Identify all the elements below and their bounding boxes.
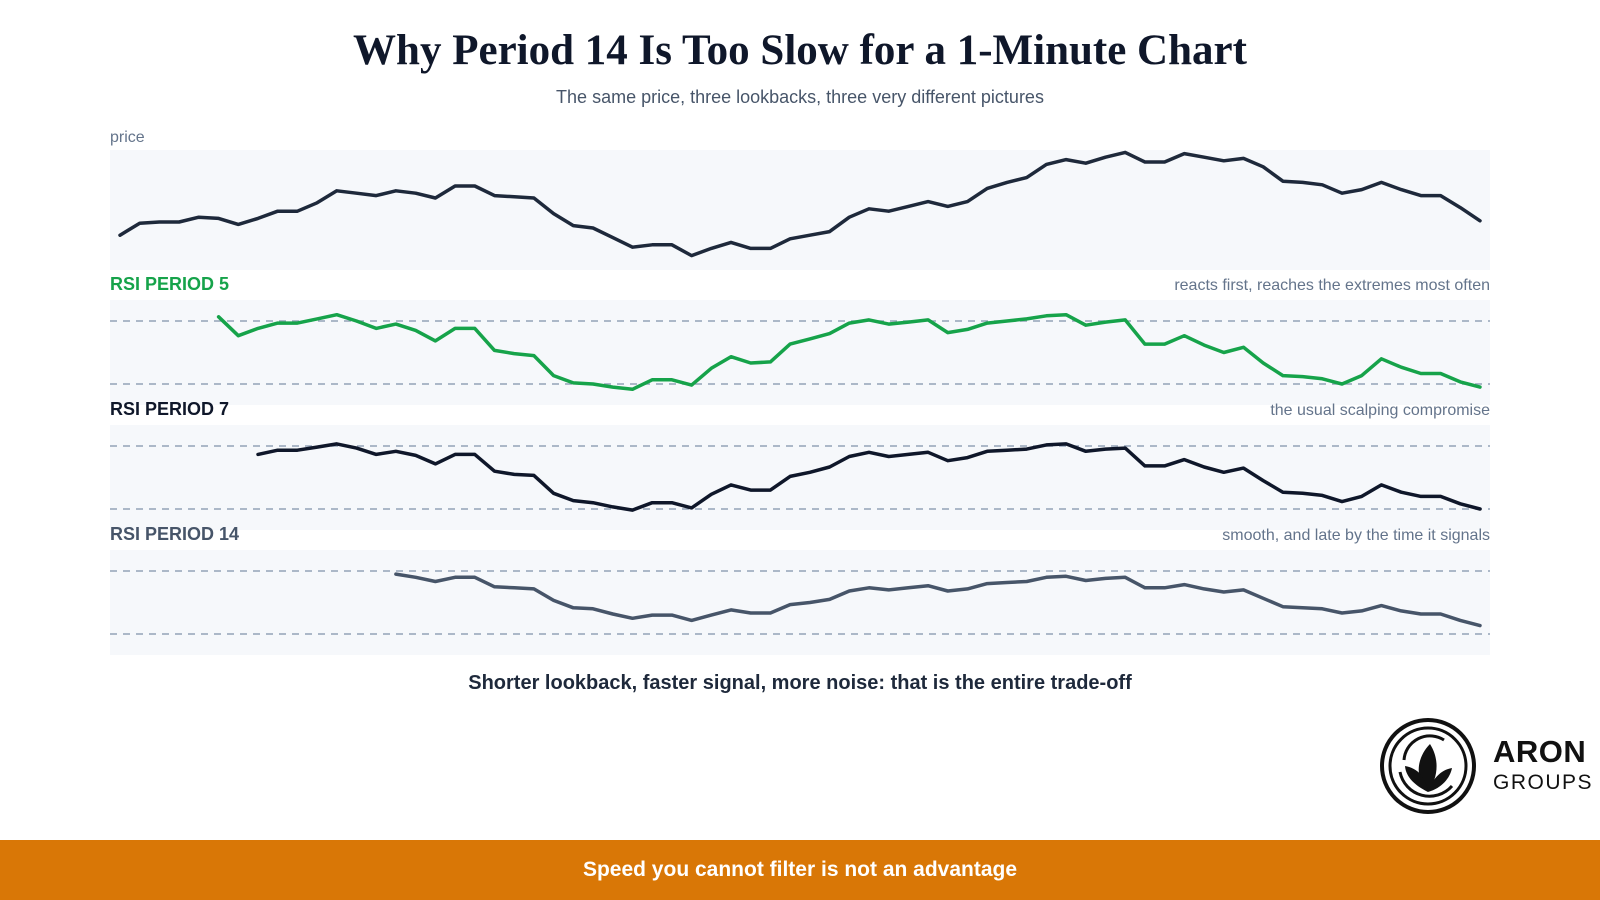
rsi-5-panel-label: RSI PERIOD 5 — [110, 274, 229, 294]
aron-groups-logo — [1380, 718, 1476, 814]
price-series-line — [118, 150, 1482, 258]
rsi-5-panel-note: reacts first, reaches the extremes most … — [1174, 277, 1490, 294]
banner-text: Speed you cannot filter is not an advant… — [582, 858, 1018, 881]
rsi-14-panel-note: smooth, and late by the time it signals — [1222, 527, 1490, 544]
chart-subtitle: The same price, three lookbacks, three v… — [556, 87, 1044, 107]
rsi-5-series-line — [216, 312, 1482, 392]
rsi-14-series-line — [394, 572, 1482, 628]
price-panel-label: price — [110, 129, 145, 146]
chart-title: Why Period 14 Is Too Slow for a 1-Minute… — [353, 27, 1247, 74]
rsi-7-series-line — [256, 442, 1482, 512]
takeaway-text: Shorter lookback, faster signal, more no… — [468, 672, 1132, 694]
rsi-14-panel-label: RSI PERIOD 14 — [110, 524, 239, 544]
rsi-7-panel-note: the usual scalping compromise — [1270, 402, 1490, 419]
rsi-7-panel-background — [110, 425, 1490, 530]
bottom-banner: Speed you cannot filter is not an advant… — [0, 840, 1600, 900]
rsi-5-panel-background — [110, 300, 1490, 405]
logo-subtitle: GROUPS — [1493, 771, 1594, 794]
rsi-7-panel-label: RSI PERIOD 7 — [110, 399, 229, 419]
logo-name: ARON — [1493, 734, 1587, 769]
price-panel-background — [110, 150, 1490, 270]
leaf-emblem-icon — [1380, 718, 1476, 814]
